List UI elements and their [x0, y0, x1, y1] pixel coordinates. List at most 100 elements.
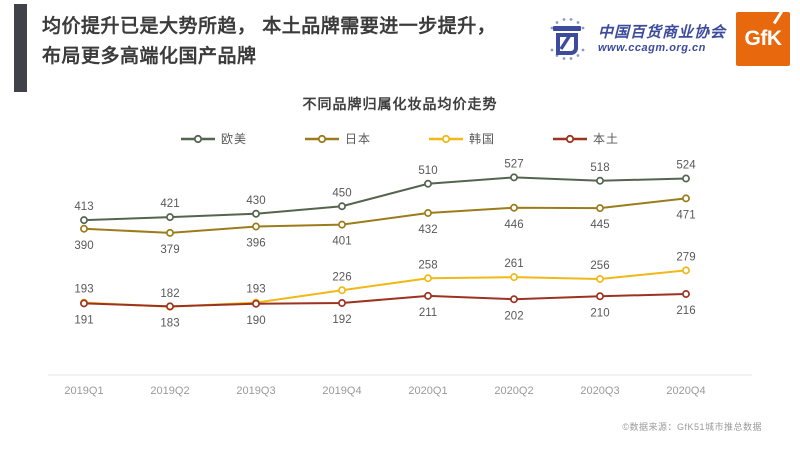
- data-point-europe-us: [682, 174, 690, 183]
- data-point-japan: [338, 220, 346, 229]
- ccagm-emblem-icon: [550, 18, 585, 60]
- logo-area: 中国百货商业协会 www.ccagm.org.cn GfK: [544, 5, 790, 66]
- data-label-japan: 445: [590, 219, 609, 231]
- data-point-local: [510, 295, 518, 304]
- data-point-local: [80, 299, 88, 308]
- x-tick-label: 2019Q2: [150, 385, 189, 397]
- data-label-europe-us: 450: [332, 187, 351, 199]
- chart-section: 不同品牌归属化妆品均价走势 欧美 日本 韩国 本土 2019Q1 2019Q2 2019Q…: [0, 94, 800, 408]
- data-point-local: [596, 292, 604, 301]
- data-point-local: [682, 290, 690, 298]
- data-point-local: [424, 291, 432, 300]
- data-point-europe-us: [338, 202, 346, 211]
- data-label-japan: 379: [160, 244, 179, 256]
- legend-marker-japan-icon: [304, 134, 339, 143]
- gfk-accent-slash: [772, 5, 787, 25]
- data-label-local: 183: [160, 317, 179, 329]
- data-point-japan: [510, 203, 518, 212]
- data-label-europe-us: 421: [160, 198, 179, 210]
- data-point-europe-us: [510, 173, 518, 182]
- line-chart-svg: 2019Q1 2019Q2 2019Q3 2019Q4 2020Q1 2020Q2 2020…: [48, 158, 752, 397]
- data-point-japan: [682, 194, 690, 203]
- data-label-japan: 471: [676, 209, 695, 221]
- data-label-korea: 193: [246, 284, 265, 296]
- data-point-europe-us: [596, 176, 604, 185]
- legend-item-local: 本土: [553, 130, 619, 147]
- data-point-europe-us: [424, 179, 432, 188]
- data-point-japan: [252, 222, 260, 231]
- gfk-logo-label: GfK: [744, 27, 783, 50]
- data-label-europe-us: 430: [246, 195, 265, 207]
- legend-marker-europe-us-icon: [180, 134, 215, 143]
- legend-item-europe-us: 欧美: [180, 130, 247, 147]
- data-source-note: ©数据来源：GfK51城市推总数据: [622, 422, 762, 432]
- data-label-europe-us: 527: [504, 158, 523, 170]
- data-label-korea: 261: [504, 258, 523, 270]
- data-point-korea: [424, 274, 432, 283]
- data-label-korea: 226: [332, 271, 351, 283]
- legend-marker-korea-icon: [429, 134, 463, 143]
- ccagm-logo: 中国百货商业协会 www.ccagm.org.cn: [544, 16, 726, 62]
- legend-label-japan: 日本: [344, 132, 371, 146]
- legend-label-local: 本土: [593, 132, 620, 146]
- page-title: 均价提升已是大势所趋， 本土品牌需要进一步提升， 布局更多高端化国产品牌: [42, 12, 496, 73]
- data-label-local: 190: [246, 315, 265, 327]
- data-label-japan: 446: [504, 219, 523, 231]
- data-point-europe-us: [80, 216, 88, 225]
- page-title-line2: 布局更多高端化国产品牌: [42, 46, 257, 68]
- data-label-korea: 279: [676, 251, 695, 263]
- data-label-japan: 390: [74, 240, 93, 252]
- data-label-local: 211: [419, 307, 437, 319]
- data-label-europe-us: 524: [676, 160, 696, 172]
- data-point-local: [166, 302, 174, 311]
- data-label-europe-us: 518: [590, 162, 609, 174]
- legend-item-japan: 日本: [304, 130, 371, 147]
- legend-marker-local-icon: [553, 134, 588, 143]
- x-tick-label: 2020Q2: [494, 385, 533, 397]
- data-label-japan: 401: [332, 236, 351, 248]
- legend-label-europe-us: 欧美: [220, 132, 247, 146]
- x-tick-label: 2020Q3: [580, 385, 619, 397]
- ccagm-name: 中国百货商业协会: [597, 22, 726, 41]
- x-tick-label: 2020Q1: [408, 385, 447, 397]
- series-line-europe-us: [83, 176, 687, 222]
- data-label-korea: 256: [590, 260, 609, 272]
- data-label-local: 192: [332, 314, 351, 326]
- data-label-korea: 193: [74, 284, 93, 296]
- data-point-japan: [80, 224, 88, 233]
- data-label-japan: 432: [418, 224, 437, 236]
- data-point-korea: [510, 273, 518, 282]
- data-point-europe-us: [166, 213, 174, 222]
- legend-label-korea: 韩国: [469, 132, 496, 146]
- line-chart: 2019Q1 2019Q2 2019Q3 2019Q4 2020Q1 2020Q2 2020…: [20, 153, 780, 408]
- data-label-europe-us: 510: [418, 165, 437, 177]
- data-point-japan: [166, 228, 174, 237]
- x-tick-label: 2019Q4: [322, 385, 361, 397]
- x-tick-label: 2020Q4: [666, 385, 705, 397]
- gfk-logo: GfK: [736, 5, 790, 66]
- data-point-japan: [596, 204, 604, 213]
- data-label-local: 191: [74, 314, 93, 326]
- x-tick-label: 2019Q3: [236, 385, 275, 397]
- data-label-local: 202: [504, 310, 523, 322]
- ccagm-url: www.ccagm.org.cn: [597, 41, 706, 54]
- ccagm-text: 中国百货商业协会 www.ccagm.org.cn: [598, 23, 726, 56]
- data-label-local: 216: [676, 305, 695, 317]
- data-point-korea: [338, 286, 346, 295]
- chart-legend: 欧美 日本 韩国 本土: [0, 130, 800, 147]
- data-label-korea: 182: [160, 288, 179, 300]
- data-point-local: [338, 299, 346, 307]
- data-label-korea: 258: [418, 259, 437, 271]
- data-point-japan: [424, 209, 432, 217]
- data-point-korea: [682, 266, 690, 275]
- data-point-local: [252, 299, 260, 308]
- legend-item-korea: 韩国: [429, 130, 495, 147]
- page-title-line1: 均价提升已是大势所趋， 本土品牌需要进一步提升，: [42, 16, 497, 37]
- data-point-europe-us: [252, 209, 260, 218]
- series-line-local: [83, 293, 687, 308]
- data-label-local: 210: [590, 307, 609, 319]
- data-point-korea: [596, 275, 604, 283]
- chart-title: 不同品牌归属化妆品均价走势: [302, 97, 498, 113]
- series-line-japan: [83, 197, 687, 234]
- data-label-europe-us: 413: [74, 201, 93, 213]
